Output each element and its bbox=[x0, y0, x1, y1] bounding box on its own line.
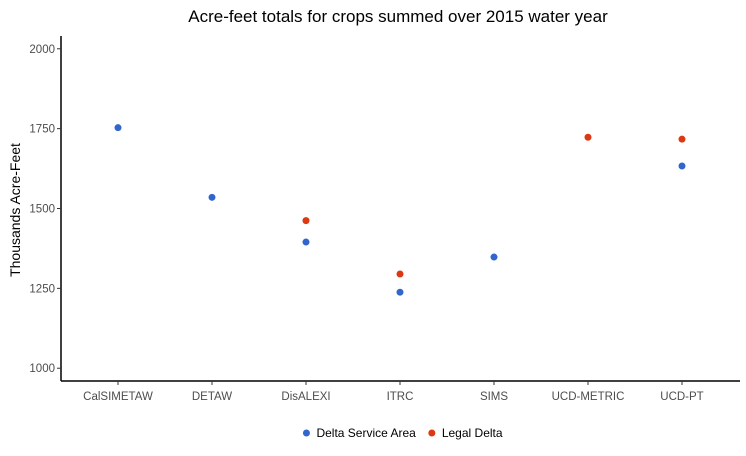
chart-title: Acre-feet totals for crops summed over 2… bbox=[188, 7, 608, 26]
y-tick-label: 1500 bbox=[29, 204, 55, 216]
data-point bbox=[396, 270, 404, 278]
legend-marker bbox=[302, 429, 310, 437]
data-point bbox=[302, 238, 310, 246]
data-points bbox=[114, 124, 686, 296]
data-point bbox=[584, 133, 592, 141]
x-tick-label: UCD-PT bbox=[660, 391, 703, 403]
data-point bbox=[396, 288, 404, 296]
y-ticks: 1000 1250 1500 1750 2000 bbox=[29, 44, 61, 375]
x-tick-label: DETAW bbox=[192, 391, 232, 403]
legend: Delta Service Area Legal Delta bbox=[302, 426, 503, 440]
y-axis-label: Thousands Acre-Feet bbox=[7, 143, 23, 277]
legend-label: Legal Delta bbox=[442, 426, 503, 440]
x-tick-label: CalSIMETAW bbox=[83, 391, 153, 403]
y-tick-label: 2000 bbox=[29, 44, 55, 56]
data-point bbox=[302, 217, 310, 225]
x-tick-label: DisALEXI bbox=[281, 391, 330, 403]
data-point bbox=[490, 253, 498, 261]
legend-label: Delta Service Area bbox=[316, 426, 416, 440]
data-point bbox=[678, 135, 686, 143]
x-tick-label: SIMS bbox=[480, 391, 508, 403]
x-tick-label: ITRC bbox=[387, 391, 414, 403]
x-tick-label: UCD-METRIC bbox=[552, 391, 625, 403]
data-point bbox=[678, 162, 686, 170]
y-tick-label: 1250 bbox=[29, 283, 55, 295]
data-point bbox=[114, 124, 122, 132]
y-tick-label: 1000 bbox=[29, 363, 55, 375]
data-point bbox=[208, 193, 216, 201]
x-ticks: CalSIMETAW DETAW DisALEXI ITRC SIMS UCD-METRI… bbox=[83, 381, 704, 403]
legend-marker bbox=[428, 429, 436, 437]
y-tick-label: 1750 bbox=[29, 124, 55, 136]
